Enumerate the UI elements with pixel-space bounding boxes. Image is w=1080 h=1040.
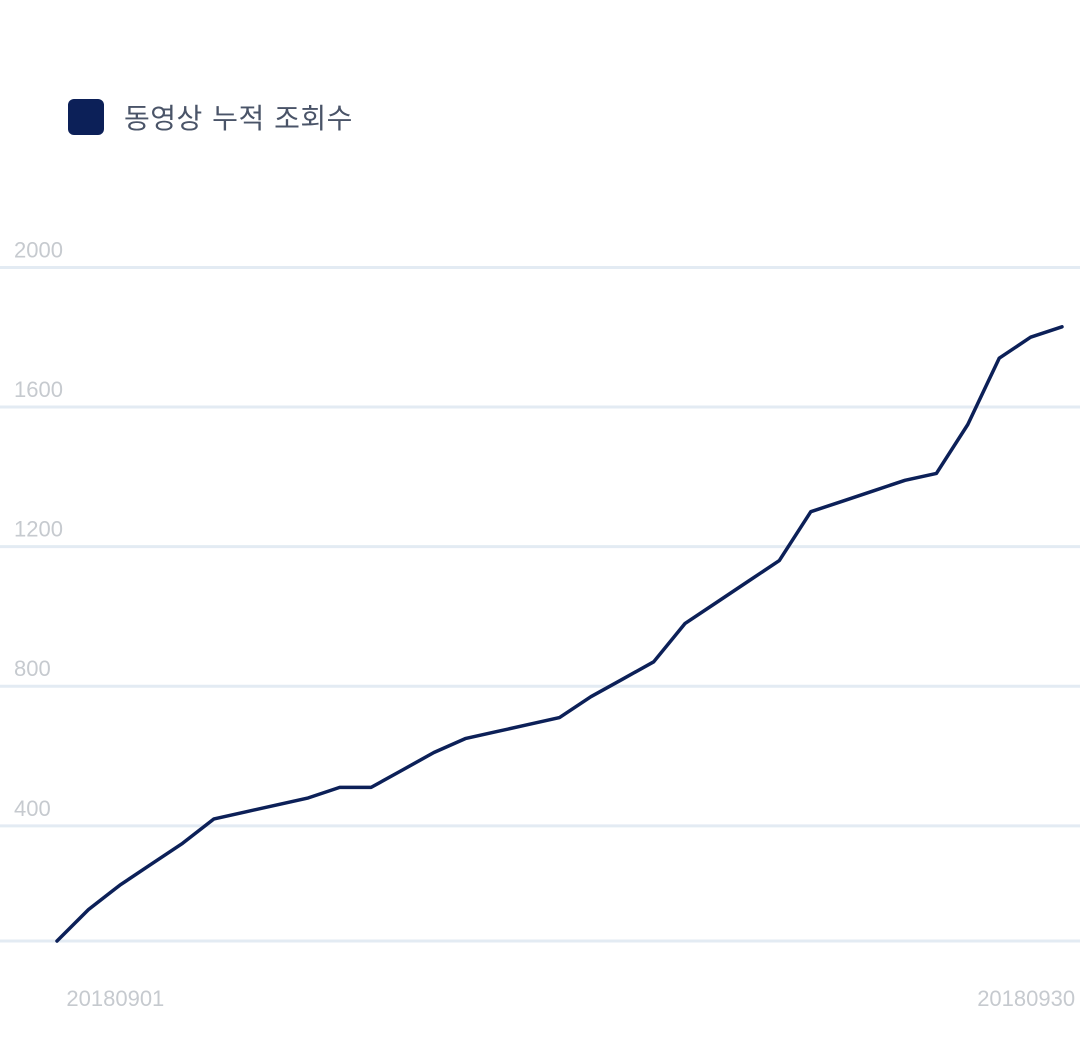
y-tick-label: 1200 [14,517,63,542]
x-tick-label: 20180930 [977,986,1075,1011]
y-tick-label: 400 [14,796,51,821]
y-tick-label: 800 [14,656,51,681]
x-tick-label: 20180901 [66,986,164,1011]
series-line-0 [55,325,1064,943]
series-lines [55,325,1064,943]
y-tick-label: 1600 [14,377,63,402]
legend-label: 동영상 누적 조회수 [124,102,353,135]
y-axis-ticks: 400 800 1200 1600 2000 [14,237,63,820]
x-axis-ticks: 20180901 20180930 [66,986,1075,1011]
grid-lines [0,265,1080,943]
chart-legend: 동영상 누적 조회수 [68,98,353,136]
y-tick-label: 2000 [14,237,63,262]
legend-swatch [68,99,104,135]
